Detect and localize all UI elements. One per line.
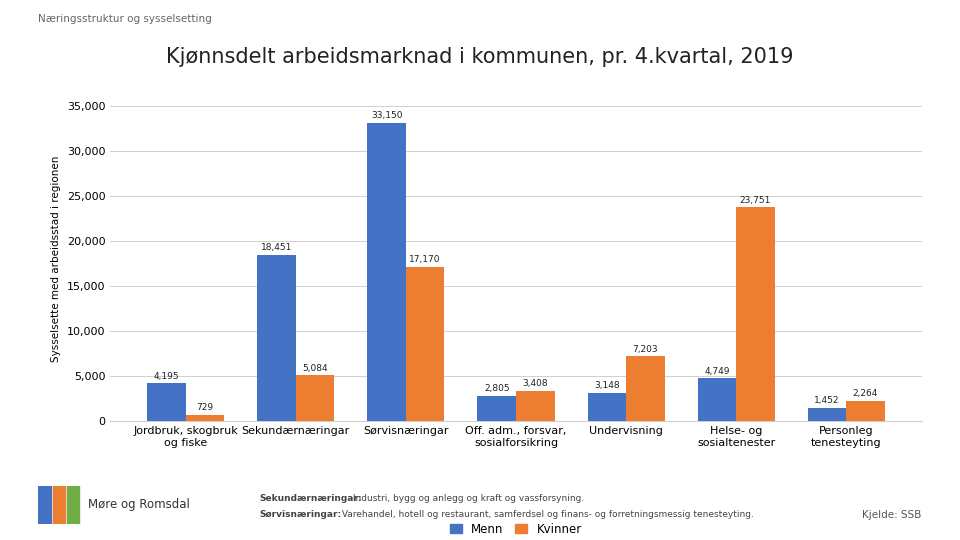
Text: 2,264: 2,264 [852, 389, 878, 398]
Bar [846, 401, 885, 421]
Text: 23,751: 23,751 [740, 195, 771, 205]
Bar [477, 396, 516, 421]
Text: Sekundærnæringar:: Sekundærnæringar: [259, 494, 362, 503]
Text: 2,805: 2,805 [484, 384, 510, 393]
Text: 729: 729 [197, 403, 214, 412]
Bar [67, 486, 80, 524]
Bar [588, 393, 626, 421]
Bar [626, 356, 664, 421]
Bar [186, 415, 225, 421]
Text: Møre og Romsdal: Møre og Romsdal [88, 498, 190, 511]
Text: Industri, bygg og anlegg og kraft og vassforsyning.: Industri, bygg og anlegg og kraft og vas… [350, 494, 585, 503]
Bar [807, 408, 846, 421]
Text: 17,170: 17,170 [410, 255, 441, 264]
Text: Næringsstruktur og sysselsetting: Næringsstruktur og sysselsetting [38, 14, 212, 24]
Text: 33,150: 33,150 [371, 111, 402, 120]
Text: 7,203: 7,203 [633, 345, 659, 354]
Legend: Menn, Kvinner: Menn, Kvinner [445, 518, 587, 540]
Text: 3,148: 3,148 [594, 381, 619, 390]
Bar [406, 267, 444, 421]
Text: 18,451: 18,451 [261, 244, 292, 252]
Bar [53, 486, 65, 524]
Bar [147, 383, 186, 421]
Text: Sørvisnæringar:: Sørvisnæringar: [259, 510, 342, 519]
Text: 3,408: 3,408 [522, 379, 548, 388]
Text: Kjønnsdelt arbeidsmarknad i kommunen, pr. 4.kvartal, 2019: Kjønnsdelt arbeidsmarknad i kommunen, pr… [166, 46, 794, 67]
Bar [257, 255, 296, 421]
Text: Varehandel, hotell og restaurant, samferdsel og finans- og forretningsmessig ten: Varehandel, hotell og restaurant, samfer… [339, 510, 754, 519]
Bar [516, 390, 555, 421]
Bar [38, 486, 51, 524]
Text: 1,452: 1,452 [814, 396, 840, 406]
Text: 4,195: 4,195 [154, 372, 180, 381]
Bar [698, 379, 736, 421]
Text: 4,749: 4,749 [704, 367, 730, 376]
Bar [736, 207, 775, 421]
Text: Kjelde: SSB: Kjelde: SSB [862, 510, 922, 521]
Y-axis label: Sysselsette med arbeidsstad i regionen: Sysselsette med arbeidsstad i regionen [51, 156, 61, 362]
Bar [296, 375, 334, 421]
Bar [368, 123, 406, 421]
Text: 5,084: 5,084 [302, 364, 328, 373]
